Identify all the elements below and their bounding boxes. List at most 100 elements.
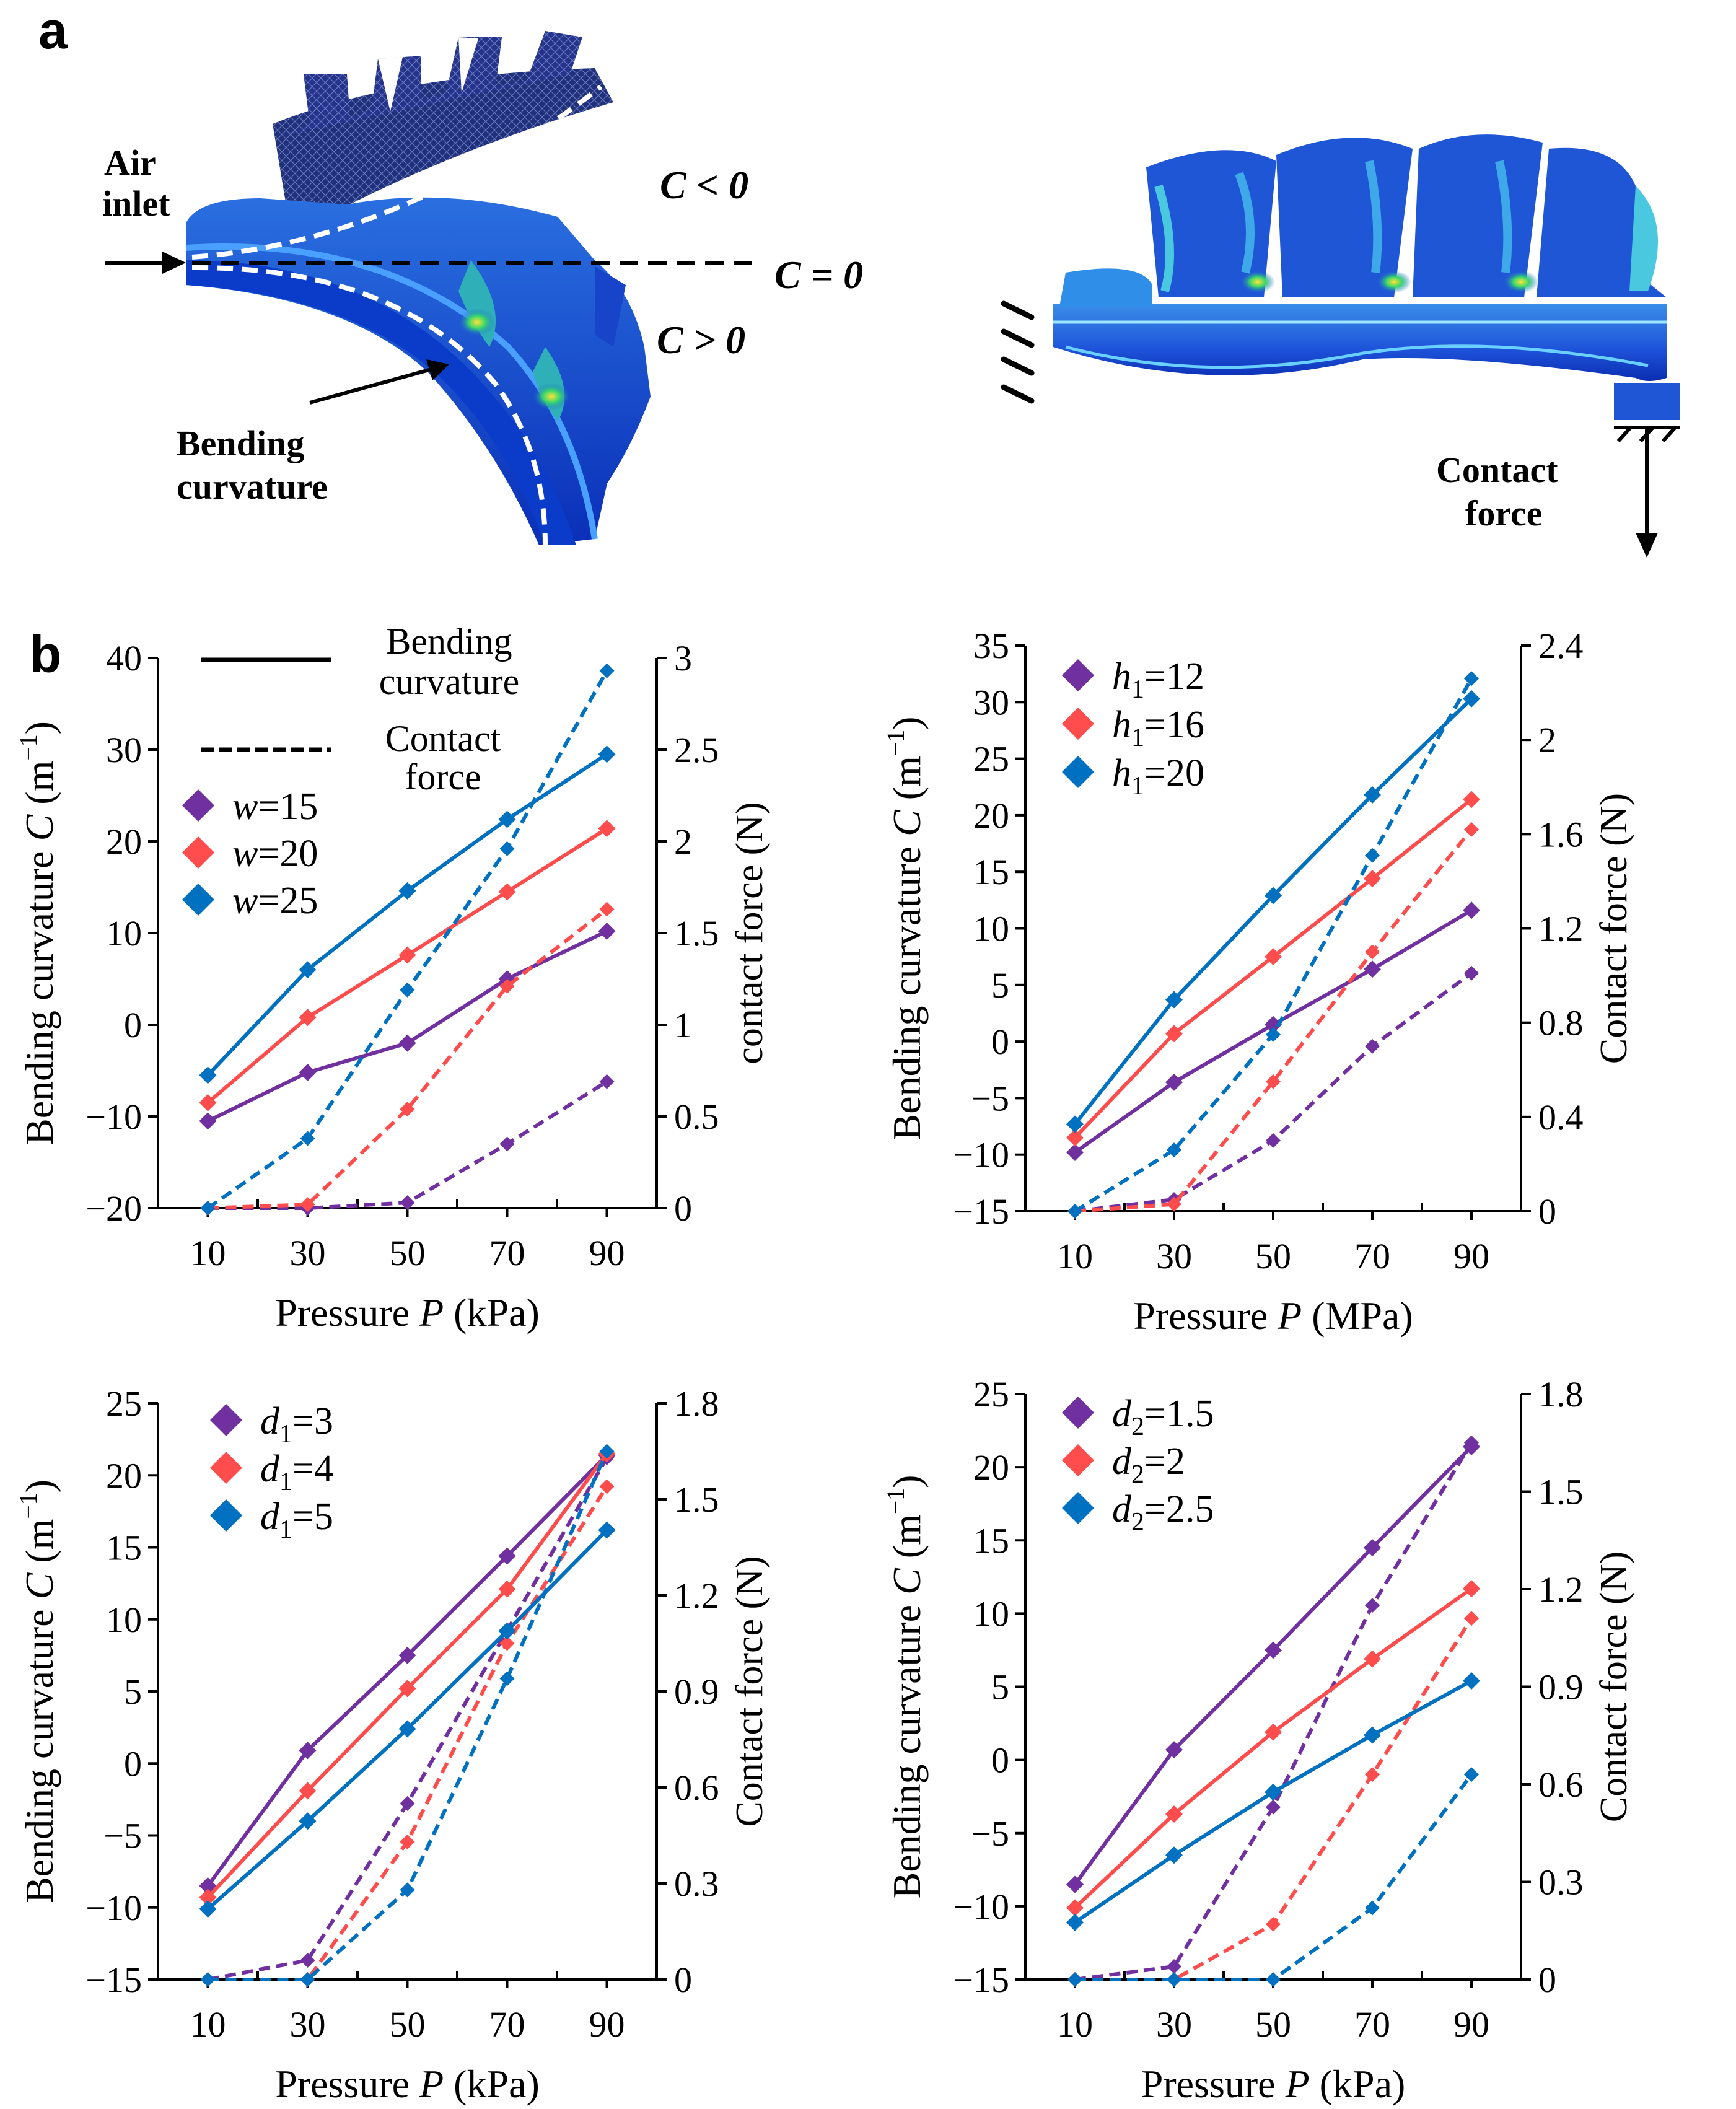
- chart-d2-right-axis-title: Contact force (N): [1593, 1551, 1635, 1822]
- chart-d1-series-3-curvature-marker: [299, 1812, 317, 1830]
- positive-curvature-actuator: [185, 197, 651, 545]
- chart-d2-series-3-curvature-marker: [1165, 1846, 1183, 1864]
- chart-d2-series-3-curvature-marker: [1066, 1913, 1084, 1931]
- chart-w-series-2-curvature-marker: [199, 1094, 217, 1112]
- chart-h1-legend-marker-2: [1062, 708, 1094, 740]
- chart-d1-right-tick-label: 0.9: [674, 1672, 719, 1712]
- chart-h1-series-2-curvature-marker: [1165, 1025, 1183, 1043]
- chart-h1-series-1-force-marker: [1266, 1133, 1281, 1148]
- chart-d2-series-2-force-marker: [1365, 1767, 1380, 1782]
- chart-w-series-2-force-marker: [400, 1102, 415, 1117]
- chart-d1-right-tick-label: 0.3: [674, 1864, 719, 1904]
- chart-w-style-legend-solid-label-1: Bending: [386, 621, 512, 662]
- chart-h1-legend-marker-1: [1062, 659, 1094, 691]
- chart-w-x-tick-label: 70: [489, 1233, 525, 1273]
- chart-h1-series-2-curvature-marker: [1066, 1129, 1084, 1147]
- chart-d2-series-2-curvature-marker: [1265, 1723, 1282, 1741]
- chart-w-left-axis-title: Bending curvature C (m−1): [15, 721, 61, 1145]
- chart-d2-left-tick-label: 15: [973, 1520, 1009, 1561]
- chart-d2-right-tick-label: 0: [1538, 1960, 1556, 2000]
- chart-h1-right-tick-label: 0: [1538, 1191, 1556, 1232]
- chart-w-legend-label-2: w=20: [232, 833, 318, 875]
- chart-d2-series-3-force-marker: [1365, 1900, 1380, 1916]
- chart-d2-left-tick-label: −10: [953, 1887, 1009, 1927]
- chart-h1-series-2-force-line: [1074, 828, 1473, 1213]
- chart-w-series-1-force-marker: [599, 1074, 615, 1089]
- chart-d1-series-2-force-marker: [599, 1479, 615, 1494]
- chart-d2-x-tick-label: 10: [1057, 2004, 1093, 2045]
- chart-d1-left-tick-label: −10: [85, 1888, 142, 1928]
- chart-d2-series-3-force-marker: [1464, 1767, 1479, 1782]
- chart-w-left-tick-label: 20: [106, 822, 142, 862]
- chart-d1-legend-marker-3: [210, 1499, 242, 1532]
- chart-h1-x-tick-label: 70: [1354, 1236, 1390, 1276]
- chart-w-series-2-force-marker: [300, 1197, 315, 1212]
- chart-h1-legend-label-3: h1=20: [1112, 752, 1204, 800]
- chart-w-legend-marker-1: [182, 789, 214, 822]
- chart-h1-x-tick-label: 10: [1057, 1236, 1093, 1276]
- chart-w-x-tick-label: 90: [589, 1233, 625, 1273]
- chart-d2-series-3-curvature-marker: [1463, 1672, 1480, 1690]
- chart-d2-series-2-force-marker: [1464, 1611, 1479, 1626]
- chart-w-left-tick-label: 10: [106, 913, 142, 954]
- chart-w-series-1-curvature-marker: [398, 1034, 416, 1052]
- chart-h1-series-1-force-marker: [1464, 965, 1479, 981]
- chart-w-series-2-curvature-marker: [299, 1009, 317, 1027]
- chart-d1-x-tick-label: 90: [589, 2004, 625, 2045]
- chart-d2-series-1-curvature-marker: [1265, 1641, 1282, 1659]
- chart-h1-right-tick-label: 1.6: [1538, 814, 1584, 854]
- chart-d2-x-tick-label: 70: [1354, 2004, 1390, 2045]
- chart-h1-series-3-force-marker: [1167, 1142, 1181, 1158]
- chart-h1-right-tick-label: 2: [1538, 720, 1556, 760]
- chart-d2-series-2-curvature-marker: [1066, 1899, 1084, 1917]
- chart-h1-right-tick-label: 1.2: [1538, 909, 1584, 949]
- chart-d1-right-tick-label: 1.8: [674, 1383, 719, 1424]
- chart-w-series-1-curvature-marker: [199, 1112, 217, 1130]
- chart-d1-series-1-force-marker: [300, 1953, 315, 1968]
- chart-d2-series-3-force-marker: [1067, 1972, 1082, 1987]
- contact-block: [1614, 383, 1680, 420]
- chart-d2-series-1-force-marker: [1167, 1959, 1181, 1974]
- chart-d2-left-axis-title: Bending curvature C (m−1): [882, 1475, 929, 1899]
- chart-d2-series-2-force-marker: [1266, 1916, 1281, 1932]
- chart-w-x-tick-label: 50: [390, 1233, 426, 1273]
- chart-w-style-legend-dashed-label-1: Contact: [385, 718, 501, 759]
- chart-h1-series-1-curvature-marker: [1463, 901, 1480, 919]
- chart-d1-left-tick-label: 20: [106, 1455, 142, 1496]
- panel-a-letter: a: [38, 1, 68, 59]
- chart-d1-series-3-curvature-marker: [598, 1521, 616, 1539]
- fixed-support-hatch: [1001, 300, 1035, 404]
- negative-curvature-label: C < 0: [660, 163, 748, 207]
- chart-w-series-1-curvature-marker: [598, 923, 616, 940]
- chart-w-right-tick-label: 2: [674, 822, 692, 862]
- chart-d2-right-tick-label: 0.6: [1538, 1765, 1584, 1805]
- chart-d1-left-tick-label: 25: [106, 1383, 142, 1424]
- chart-w-x-axis-title: Pressure P (kPa): [275, 1291, 540, 1335]
- chart-h1-series-3-force-marker: [1067, 1204, 1082, 1219]
- chart-d2-legend-label-3: d2=2.5: [1112, 1488, 1214, 1537]
- chart-d1-left-tick-label: −5: [103, 1816, 142, 1856]
- chart-w-series-2-curvature-marker: [598, 820, 616, 838]
- chart-w-series-3-force-marker: [200, 1201, 216, 1216]
- chart-h1-left-tick-label: 35: [973, 626, 1009, 666]
- chart-d2-right-tick-label: 1.2: [1538, 1569, 1584, 1610]
- bending-curvature-label-line1: Bending: [177, 423, 304, 463]
- chart-h1-right-tick-label: 0.4: [1538, 1097, 1584, 1138]
- chart-d1-series-1-curvature-marker: [398, 1646, 416, 1664]
- chart-d2-series-3-force-marker: [1266, 1972, 1281, 1987]
- chart-h1-left-axis-title: Bending curvature C (m−1): [882, 717, 929, 1141]
- chart-d1-left-tick-label: 0: [124, 1743, 142, 1784]
- chart-d2-right-tick-label: 0.9: [1538, 1667, 1584, 1708]
- chart-d2-x-tick-label: 90: [1453, 2004, 1489, 2045]
- chart-w-right-tick-label: 1: [674, 1005, 692, 1045]
- chart-w-series-2-curvature-marker: [498, 883, 516, 901]
- chart-d1-legend-label-1: d1=3: [260, 1400, 333, 1449]
- chart-d2-left-tick-label: −15: [953, 1960, 1009, 2000]
- chart-w-x-tick-label: 10: [190, 1233, 226, 1273]
- chart-w-right-tick-label: 3: [674, 638, 692, 678]
- chart-h1-series-2-force-marker: [1464, 822, 1479, 837]
- chart-w-x-tick-label: 30: [290, 1233, 326, 1273]
- chart-h1-left-tick-label: 20: [973, 796, 1009, 836]
- chart-w-right-tick-label: 0: [674, 1188, 692, 1229]
